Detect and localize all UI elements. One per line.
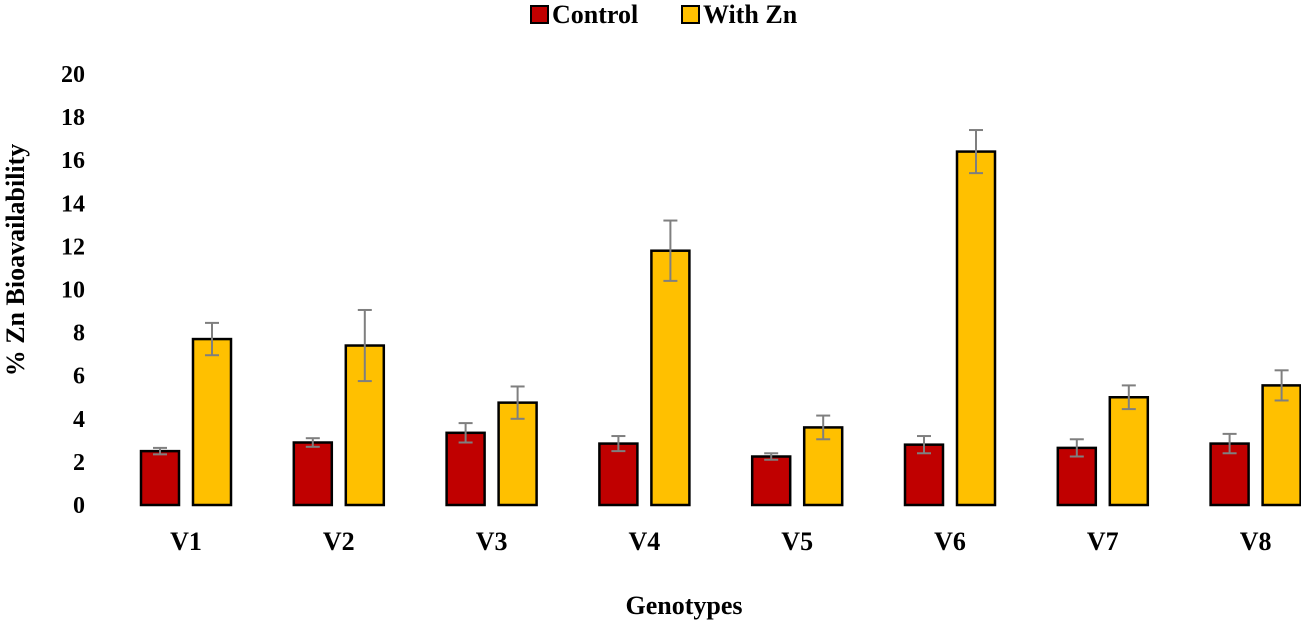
error-bar-with-zn-v1	[205, 321, 219, 357]
legend: Control With Zn	[530, 0, 798, 29]
x-tick-label: V7	[1087, 527, 1119, 556]
y-axis: 0 2 4 6 8 10 12 14 16 18 20	[61, 62, 85, 519]
y-tick-label: 0	[73, 493, 85, 519]
x-axis-title: Genotypes	[626, 591, 743, 620]
y-tick-label: 12	[61, 234, 85, 260]
x-tick-label: V4	[629, 527, 661, 556]
y-tick-label: 16	[61, 148, 85, 174]
bar-control-v2	[292, 441, 334, 507]
bar-with-zn-v5	[802, 426, 844, 507]
error-bar-with-zn-v7	[1121, 384, 1136, 411]
legend-swatch	[681, 5, 700, 24]
bar-control-v4	[598, 442, 639, 507]
error-bar-control-v1	[153, 446, 167, 456]
y-tick-label: 6	[73, 364, 85, 390]
legend-item-control: Control	[530, 0, 638, 29]
y-tick-label: 10	[61, 278, 85, 304]
x-tick-label: V6	[934, 527, 966, 556]
bar-with-zn-v8	[1261, 384, 1301, 507]
legend-swatch	[530, 5, 549, 24]
x-tick-label: V5	[781, 527, 813, 556]
error-bar-with-zn-v5	[816, 414, 831, 441]
y-tick-label: 20	[61, 62, 85, 88]
bar-with-zn-v1	[191, 337, 233, 507]
bar-with-zn-v6	[955, 150, 997, 507]
legend-item-with-zn: With Zn	[681, 0, 798, 29]
legend-label: Control	[552, 0, 638, 29]
error-bar-with-zn-v4	[663, 219, 678, 282]
error-bar-with-zn-v8	[1274, 369, 1289, 402]
error-bar-control-v7	[1069, 438, 1084, 458]
x-tick-label: V2	[323, 527, 355, 556]
error-bar-control-v5	[764, 452, 779, 461]
bar-control-v3	[445, 431, 486, 507]
error-bar-control-v6	[917, 435, 931, 455]
error-bar-control-v8	[1222, 432, 1237, 455]
error-bar-control-v2	[305, 437, 320, 448]
error-bar-control-v3	[458, 422, 473, 444]
error-bar-with-zn-v2	[357, 308, 372, 383]
x-tick-label: V3	[476, 527, 508, 556]
y-axis-title: % Zn Bioavailability	[1, 144, 30, 377]
y-tick-label: 18	[61, 105, 85, 131]
error-bar-control-v4	[611, 435, 626, 453]
error-bar-with-zn-v6	[969, 129, 983, 175]
bars	[139, 129, 1301, 507]
y-tick-label: 8	[73, 321, 85, 347]
x-axis: V1 V2 V3 V4 V5 V6 V7 V8	[170, 527, 1271, 556]
x-tick-label: V1	[170, 527, 202, 556]
y-tick-label: 4	[73, 407, 85, 433]
error-bar-with-zn-v3	[510, 385, 525, 420]
bar-with-zn-v4	[650, 249, 691, 507]
x-tick-label: V8	[1240, 527, 1272, 556]
bar-with-zn-v7	[1108, 396, 1150, 507]
bar-control-v1	[139, 449, 181, 507]
y-tick-label: 14	[61, 191, 85, 217]
legend-label: With Zn	[703, 0, 798, 29]
y-tick-label: 2	[73, 450, 85, 476]
bar-control-v5	[750, 455, 792, 507]
